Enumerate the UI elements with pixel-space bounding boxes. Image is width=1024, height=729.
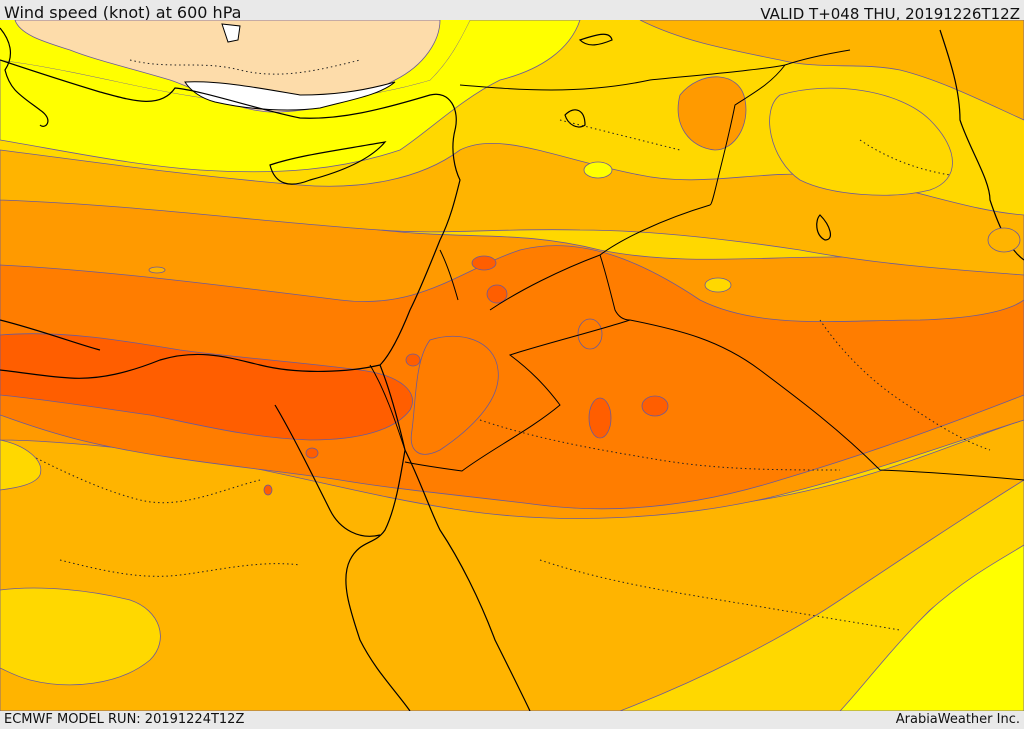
contour-blob-3 xyxy=(148,266,166,274)
wind-speed-map xyxy=(0,20,1024,711)
wind-cell-2 xyxy=(641,395,669,417)
black-sea-edge xyxy=(184,81,396,111)
wind-core-jordan xyxy=(410,336,499,455)
footer-bar: ECMWF MODEL RUN: 20191224T12Z ArabiaWeat… xyxy=(0,711,1024,729)
valid-time: VALID T+048 THU, 20191226T12Z xyxy=(760,5,1020,23)
wind-band-gold-west xyxy=(0,439,42,491)
map-title: Wind speed (knot) at 600 hPa xyxy=(4,3,242,22)
wind-cell-3 xyxy=(577,318,603,350)
country-borders xyxy=(369,49,1024,481)
contour-blob-4 xyxy=(305,447,319,459)
contour-blob-1 xyxy=(704,277,732,293)
wind-cell-1 xyxy=(588,397,612,439)
map-canvas xyxy=(0,20,1024,711)
wind-band-gold-southwest xyxy=(0,587,161,686)
coastlines xyxy=(0,27,1024,711)
wind-cell-4 xyxy=(486,284,508,304)
contour-blob-6 xyxy=(405,353,421,367)
wind-cell-5 xyxy=(471,255,497,271)
model-run-label: ECMWF MODEL RUN: 20191224T12Z xyxy=(4,712,245,727)
lake-top xyxy=(221,23,241,43)
wind-band-amber-northeast xyxy=(639,20,1024,121)
contour-blob-2 xyxy=(583,161,613,179)
contour-blob-5 xyxy=(263,484,273,496)
wind-band-dark-orange xyxy=(0,245,1024,510)
wind-band-gold-iraq xyxy=(769,87,953,196)
province-boundaries xyxy=(19,59,991,631)
contour-blob-7 xyxy=(987,227,1021,253)
header-bar: Wind speed (knot) at 600 hPa VALID T+048… xyxy=(0,0,1024,23)
wind-band-red-orange-core xyxy=(0,333,413,441)
credit-label: ArabiaWeather Inc. xyxy=(895,712,1020,727)
wind-band-amber-north xyxy=(0,142,1024,276)
wind-band-gold-southeast xyxy=(619,479,1024,711)
